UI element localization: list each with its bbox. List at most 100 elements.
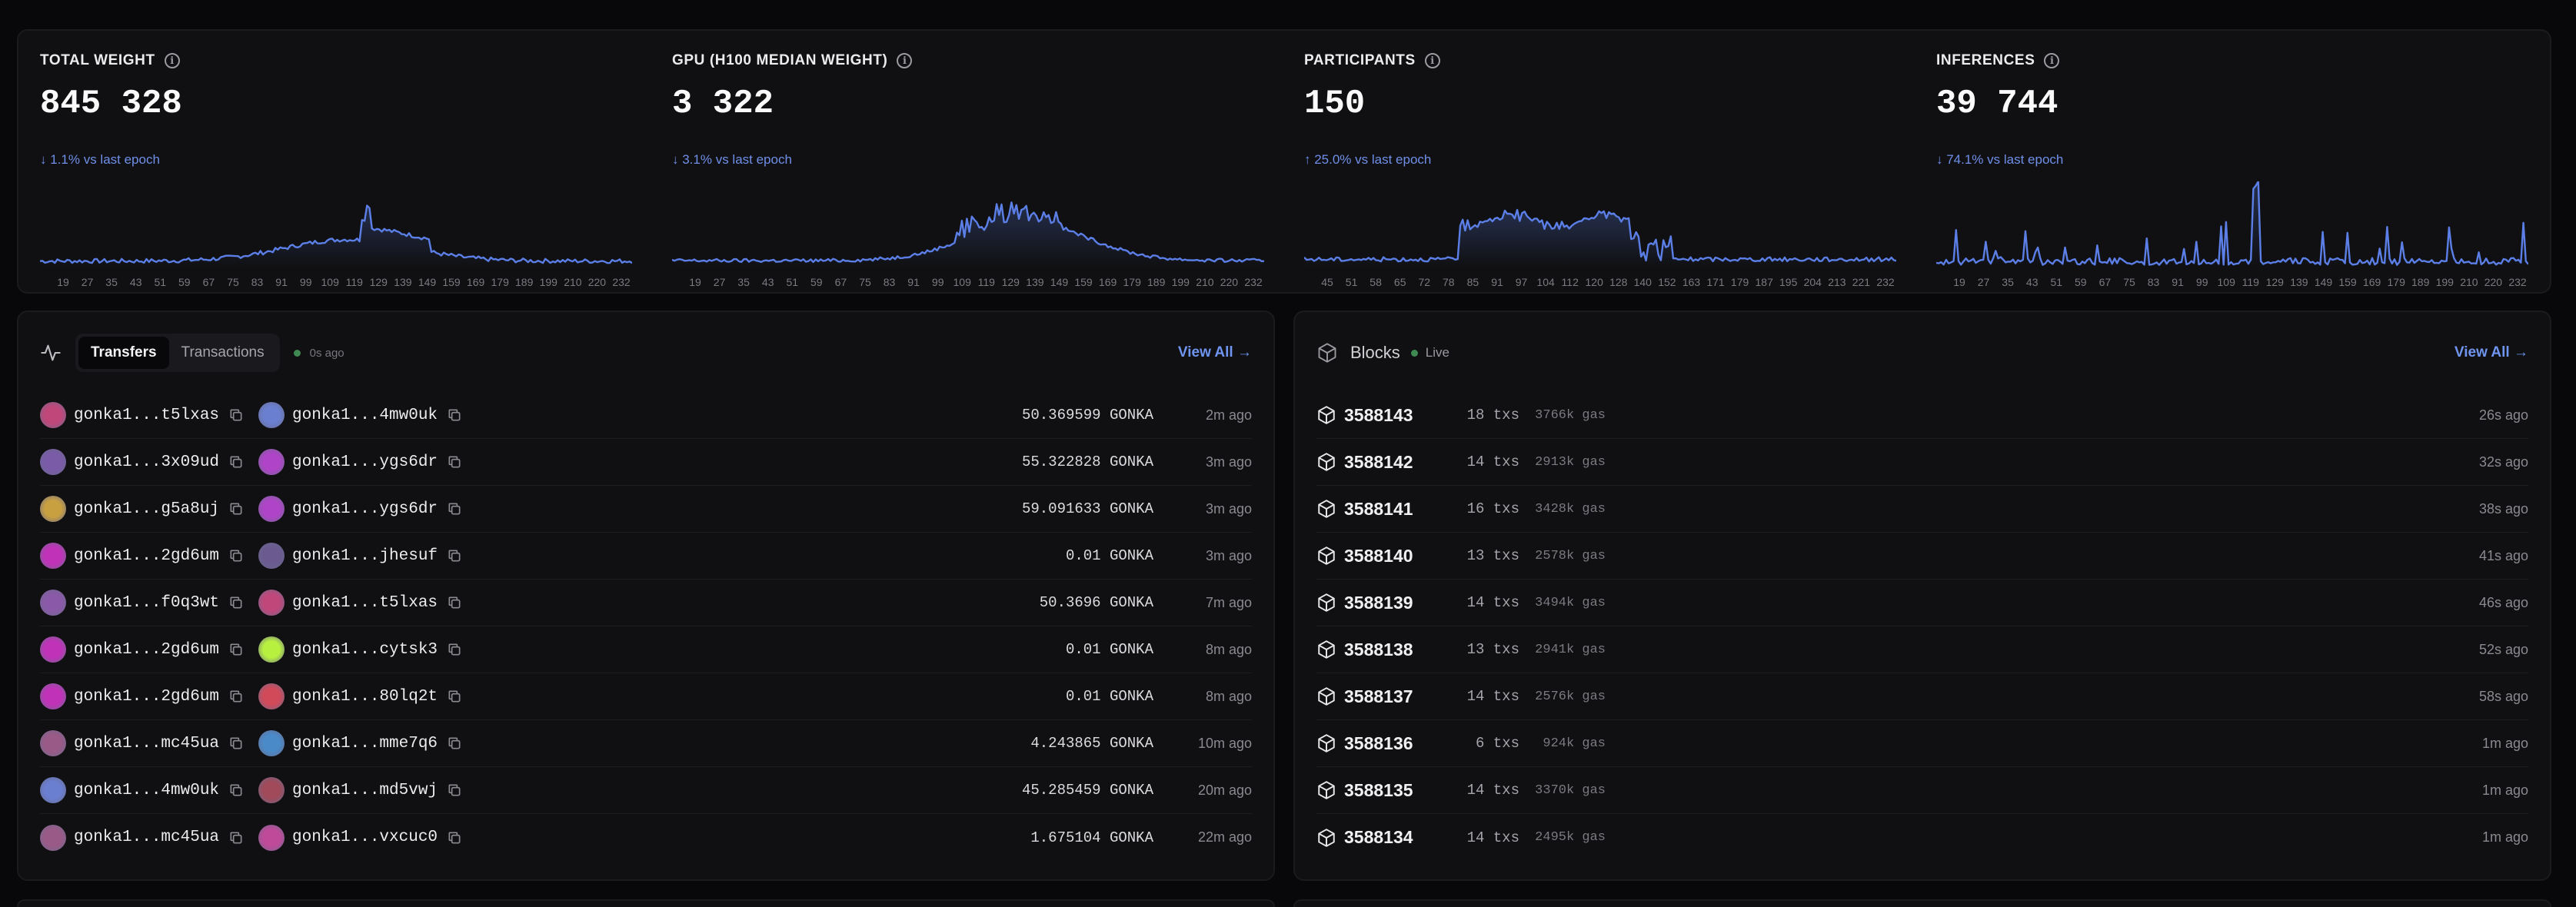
copy-icon[interactable]	[447, 501, 462, 517]
copy-icon[interactable]	[447, 736, 462, 751]
block-height[interactable]: 3588138	[1344, 639, 1413, 659]
copy-icon[interactable]	[447, 830, 462, 846]
copy-icon[interactable]	[447, 689, 462, 704]
block-height[interactable]: 3588143	[1344, 404, 1413, 425]
x-tick-label: 140	[1634, 276, 1652, 288]
transfer-row[interactable]: gonka1...g5a8uj gonka1...ygs6dr 59.091633 …	[40, 486, 1252, 533]
copy-icon[interactable]	[228, 595, 244, 610]
info-icon[interactable]: i	[897, 53, 913, 68]
block-height[interactable]: 3588135	[1344, 779, 1413, 800]
to-address[interactable]: gonka1...mme7q6	[292, 734, 438, 753]
transfer-row[interactable]: gonka1...3x09ud gonka1...ygs6dr 55.322828 …	[40, 439, 1252, 486]
x-tick-label: 139	[394, 276, 412, 288]
view-all-blocks-link[interactable]: View All →	[2454, 344, 2528, 360]
to-address[interactable]: gonka1...80lq2t	[292, 687, 438, 706]
transfer-row[interactable]: gonka1...4mw0uk gonka1...md5vwj 45.285459 …	[40, 767, 1252, 814]
block-time: 1m ago	[2481, 829, 2528, 845]
x-tick-label: 35	[105, 276, 118, 288]
x-tick-label: 128	[1609, 276, 1628, 288]
copy-icon[interactable]	[447, 548, 462, 563]
copy-icon[interactable]	[447, 454, 462, 470]
block-row[interactable]: 3588140 13 txs 2578k gas 41s ago	[1316, 533, 2528, 580]
copy-icon[interactable]	[447, 642, 462, 657]
from-address[interactable]: gonka1...3x09ud	[74, 453, 220, 471]
from-address[interactable]: gonka1...2gd6um	[74, 547, 220, 565]
from-address[interactable]: gonka1...mc45ua	[74, 829, 220, 846]
block-height[interactable]: 3588140	[1344, 545, 1413, 566]
copy-icon[interactable]	[228, 454, 244, 470]
from-address[interactable]: gonka1...g5a8uj	[74, 500, 220, 518]
copy-icon[interactable]	[228, 642, 244, 657]
tab-transactions[interactable]: Transactions	[181, 344, 265, 360]
block-height[interactable]: 3588139	[1344, 592, 1413, 613]
to-address[interactable]: gonka1...ygs6dr	[292, 500, 438, 518]
block-time: 52s ago	[2478, 641, 2528, 657]
block-row[interactable]: 3588135 14 txs 3370k gas 1m ago	[1316, 767, 2528, 814]
transfer-row[interactable]: gonka1...f0q3wt gonka1...t5lxas 50.3696 GO…	[40, 580, 1252, 626]
transfer-row[interactable]: gonka1...2gd6um gonka1...jhesuf 0.01 GONKA…	[40, 533, 1252, 580]
to-address[interactable]: gonka1...t5lxas	[292, 593, 438, 612]
info-icon[interactable]: i	[164, 53, 180, 68]
copy-icon[interactable]	[228, 689, 244, 704]
to-cell: gonka1...md5vwj	[258, 777, 462, 803]
block-row[interactable]: 3588134 14 txs 2495k gas 1m ago	[1316, 814, 2528, 861]
block-row[interactable]: 3588138 13 txs 2941k gas 52s ago	[1316, 626, 2528, 673]
x-tick-label: 91	[275, 276, 288, 288]
to-address[interactable]: gonka1...4mw0uk	[292, 406, 438, 424]
from-address[interactable]: gonka1...t5lxas	[74, 406, 220, 424]
avatar	[40, 824, 66, 851]
copy-icon[interactable]	[447, 595, 462, 610]
from-address[interactable]: gonka1...mc45ua	[74, 734, 220, 753]
avatar	[258, 402, 285, 428]
to-address[interactable]: gonka1...md5vwj	[292, 781, 438, 799]
from-address[interactable]: gonka1...2gd6um	[74, 687, 220, 706]
copy-icon[interactable]	[228, 782, 244, 798]
block-height[interactable]: 3588142	[1344, 451, 1413, 472]
to-address[interactable]: gonka1...jhesuf	[292, 547, 438, 565]
from-address[interactable]: gonka1...2gd6um	[74, 640, 220, 659]
x-tick-label: 43	[130, 276, 142, 288]
block-row[interactable]: 3588139 14 txs 3494k gas 46s ago	[1316, 580, 2528, 626]
x-tick-label: 51	[787, 276, 799, 288]
transfer-row[interactable]: gonka1...2gd6um gonka1...80lq2t 0.01 GONKA…	[40, 673, 1252, 720]
blocks-list: 3588143 18 txs 3766k gas 26s ago 3588142 14 t…	[1316, 392, 2528, 861]
block-row[interactable]: 3588136 6 txs 924k gas 1m ago	[1316, 720, 2528, 767]
transfer-row[interactable]: gonka1...mc45ua gonka1...mme7q6 4.243865 G…	[40, 720, 1252, 767]
to-address[interactable]: gonka1...vxcuc0	[292, 829, 438, 846]
from-address[interactable]: gonka1...f0q3wt	[74, 593, 220, 612]
copy-icon[interactable]	[447, 407, 462, 423]
x-tick-label: 149	[2315, 276, 2333, 288]
transfer-time: 3m ago	[1205, 454, 1252, 470]
to-address[interactable]: gonka1...ygs6dr	[292, 453, 438, 471]
sparkline-line	[40, 204, 632, 264]
block-row[interactable]: 3588137 14 txs 2576k gas 58s ago	[1316, 673, 2528, 720]
block-height[interactable]: 3588134	[1344, 827, 1413, 847]
block-row[interactable]: 3588143 18 txs 3766k gas 26s ago	[1316, 392, 2528, 439]
view-all-transfers-link[interactable]: View All →	[1177, 344, 1252, 360]
copy-icon[interactable]	[228, 830, 244, 846]
copy-icon[interactable]	[447, 782, 462, 798]
copy-icon[interactable]	[228, 501, 244, 517]
x-tick-label: 204	[1804, 276, 1822, 288]
copy-icon[interactable]	[228, 407, 244, 423]
cube-icon	[1318, 406, 1335, 424]
from-address[interactable]: gonka1...4mw0uk	[74, 781, 220, 799]
info-icon[interactable]: i	[2044, 53, 2060, 68]
copy-icon[interactable]	[228, 548, 244, 563]
transfer-row[interactable]: gonka1...mc45ua gonka1...vxcuc0 1.675104 G…	[40, 814, 1252, 861]
block-row[interactable]: 3588141 16 txs 3428k gas 38s ago	[1316, 486, 2528, 533]
to-address[interactable]: gonka1...cytsk3	[292, 640, 438, 659]
tab-transfers[interactable]: Transfers	[78, 337, 169, 369]
transfer-row[interactable]: gonka1...2gd6um gonka1...cytsk3 0.01 GONKA…	[40, 626, 1252, 673]
copy-icon[interactable]	[228, 736, 244, 751]
block-height[interactable]: 3588141	[1344, 498, 1413, 519]
transfer-row[interactable]: gonka1...t5lxas gonka1...4mw0uk 50.369599 …	[40, 392, 1252, 439]
block-height[interactable]: 3588136	[1344, 733, 1413, 753]
transfer-amount: 50.3696 GONKA	[1039, 594, 1153, 611]
transfers-header: Transfers Transactions 0s ago View All →	[40, 334, 1252, 372]
stat-title: PARTICIPANTS	[1304, 52, 1416, 68]
block-row[interactable]: 3588142 14 txs 2913k gas 32s ago	[1316, 439, 2528, 486]
info-icon[interactable]: i	[1424, 53, 1440, 68]
x-tick-label: 232	[1244, 276, 1263, 288]
block-height[interactable]: 3588137	[1344, 686, 1413, 706]
